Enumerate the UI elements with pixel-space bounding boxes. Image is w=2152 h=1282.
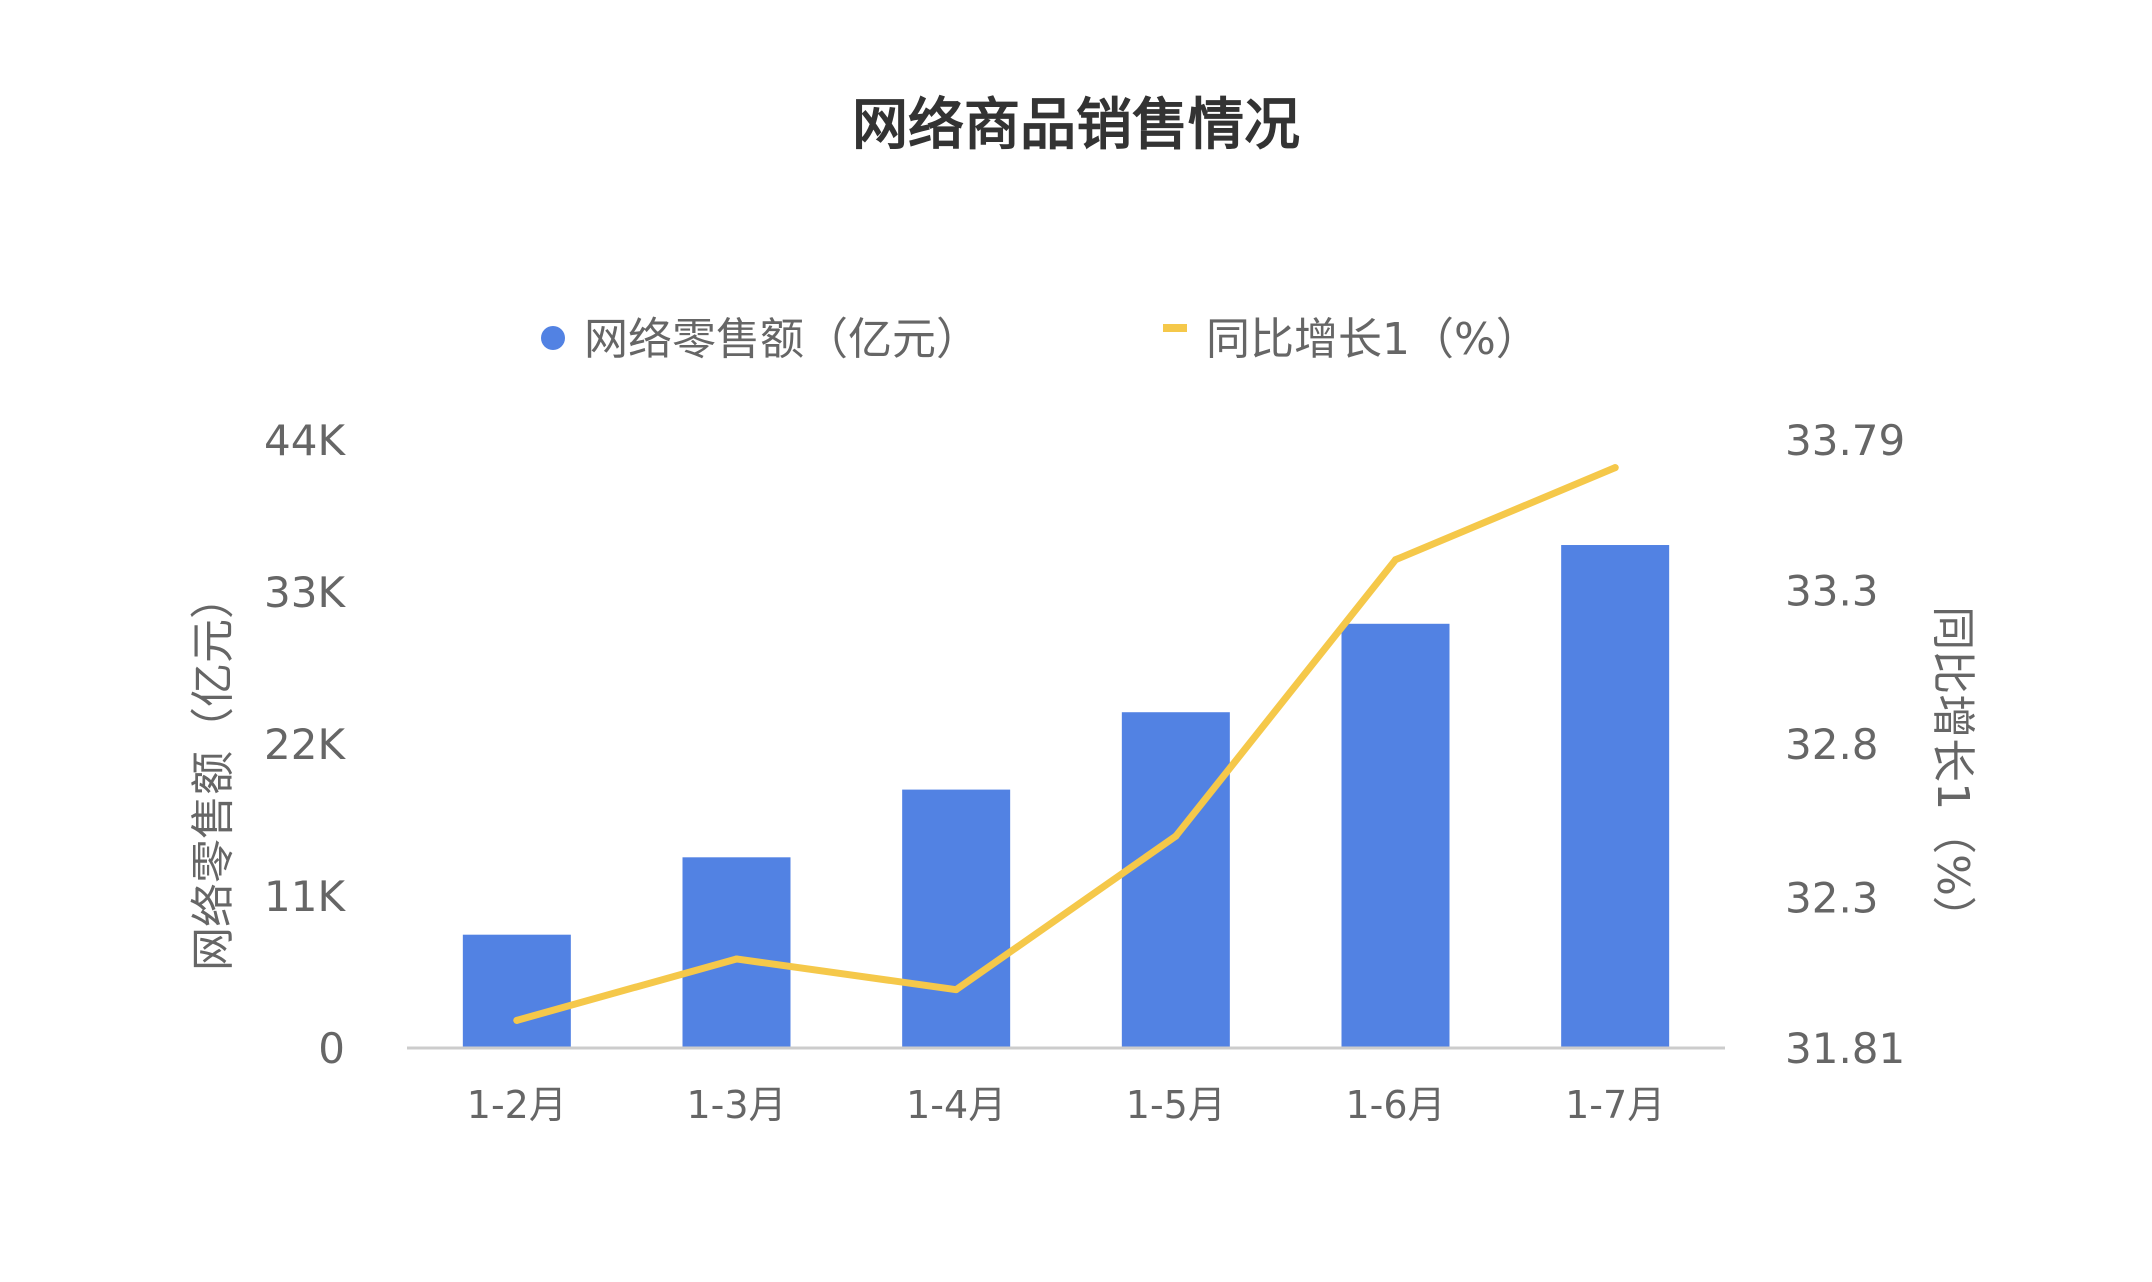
x-tick-label: 1-5月 [1126,1083,1226,1127]
legend-marker-line [1163,324,1187,332]
legend: 网络零售额（亿元） 同比增长1（%） [541,314,1540,365]
y-left-tick-label: 0 [318,1024,345,1073]
y-right-ticks: 31.81 32.3 32.8 33.3 33.79 [1785,416,1905,1073]
x-tick-label: 1-3月 [686,1083,786,1127]
line-series-group [513,464,1619,1024]
y-right-tick-label: 33.3 [1785,566,1879,615]
legend-label-bar: 网络零售额（亿元） [584,314,980,365]
x-tick-label: 1-2月 [467,1083,567,1127]
y-left-tick-label: 33K [264,568,346,617]
y-right-tick-label: 31.81 [1785,1024,1905,1073]
y-left-tick-label: 22K [264,720,346,769]
line-point-1-3月 [733,955,740,963]
y-right-tick-label: 32.3 [1785,874,1879,923]
line-series-path [513,464,1619,1024]
line-point-1-5月 [1172,832,1180,840]
bar-1-3月 [682,857,791,1048]
line-point-1-4月 [952,986,960,994]
legend-label-line: 同比增长1（%） [1206,314,1540,365]
y-left-axis-label: 网络零售额（亿元） [188,575,239,971]
x-tick-label: 1-7月 [1565,1083,1665,1127]
y-right-tick-label: 33.79 [1785,416,1905,465]
x-ticks: 1-2月 1-3月 1-4月 1-5月 1-6月 1-7月 [467,1083,1665,1127]
bar-1-7月 [1561,545,1670,1048]
x-tick-label: 1-6月 [1345,1083,1445,1127]
bar-1-4月 [902,789,1011,1048]
legend-marker-bar [541,326,565,350]
bars-group [462,545,1670,1048]
y-left-tick-label: 44K [264,416,346,465]
y-right-tick-label: 32.8 [1785,720,1879,769]
line-point-1-2月 [513,1016,521,1024]
y-left-tick-label: 11K [264,872,346,921]
line-point-1-7月 [1611,464,1619,472]
y-right-axis-label: 同比增长1（%） [1927,606,1978,940]
bar-1-2月 [462,934,571,1048]
bar-1-5月 [1121,712,1230,1048]
y-left-ticks: 0 11K 22K 33K 44K [264,416,346,1073]
x-tick-label: 1-4月 [906,1083,1006,1127]
chart-title: 网络商品销售情况 [852,93,1300,158]
line-point-1-6月 [1392,556,1399,564]
bar-1-6月 [1341,623,1450,1048]
